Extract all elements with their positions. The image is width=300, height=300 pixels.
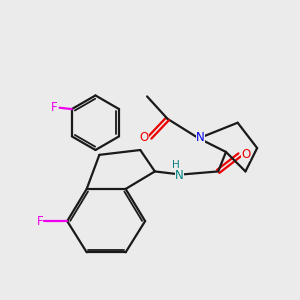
Text: F: F xyxy=(37,214,43,228)
Text: N: N xyxy=(196,131,204,144)
Text: H: H xyxy=(172,160,180,170)
Text: N: N xyxy=(175,169,184,182)
Text: O: O xyxy=(140,131,148,144)
Text: O: O xyxy=(241,148,250,161)
Text: F: F xyxy=(51,101,57,114)
